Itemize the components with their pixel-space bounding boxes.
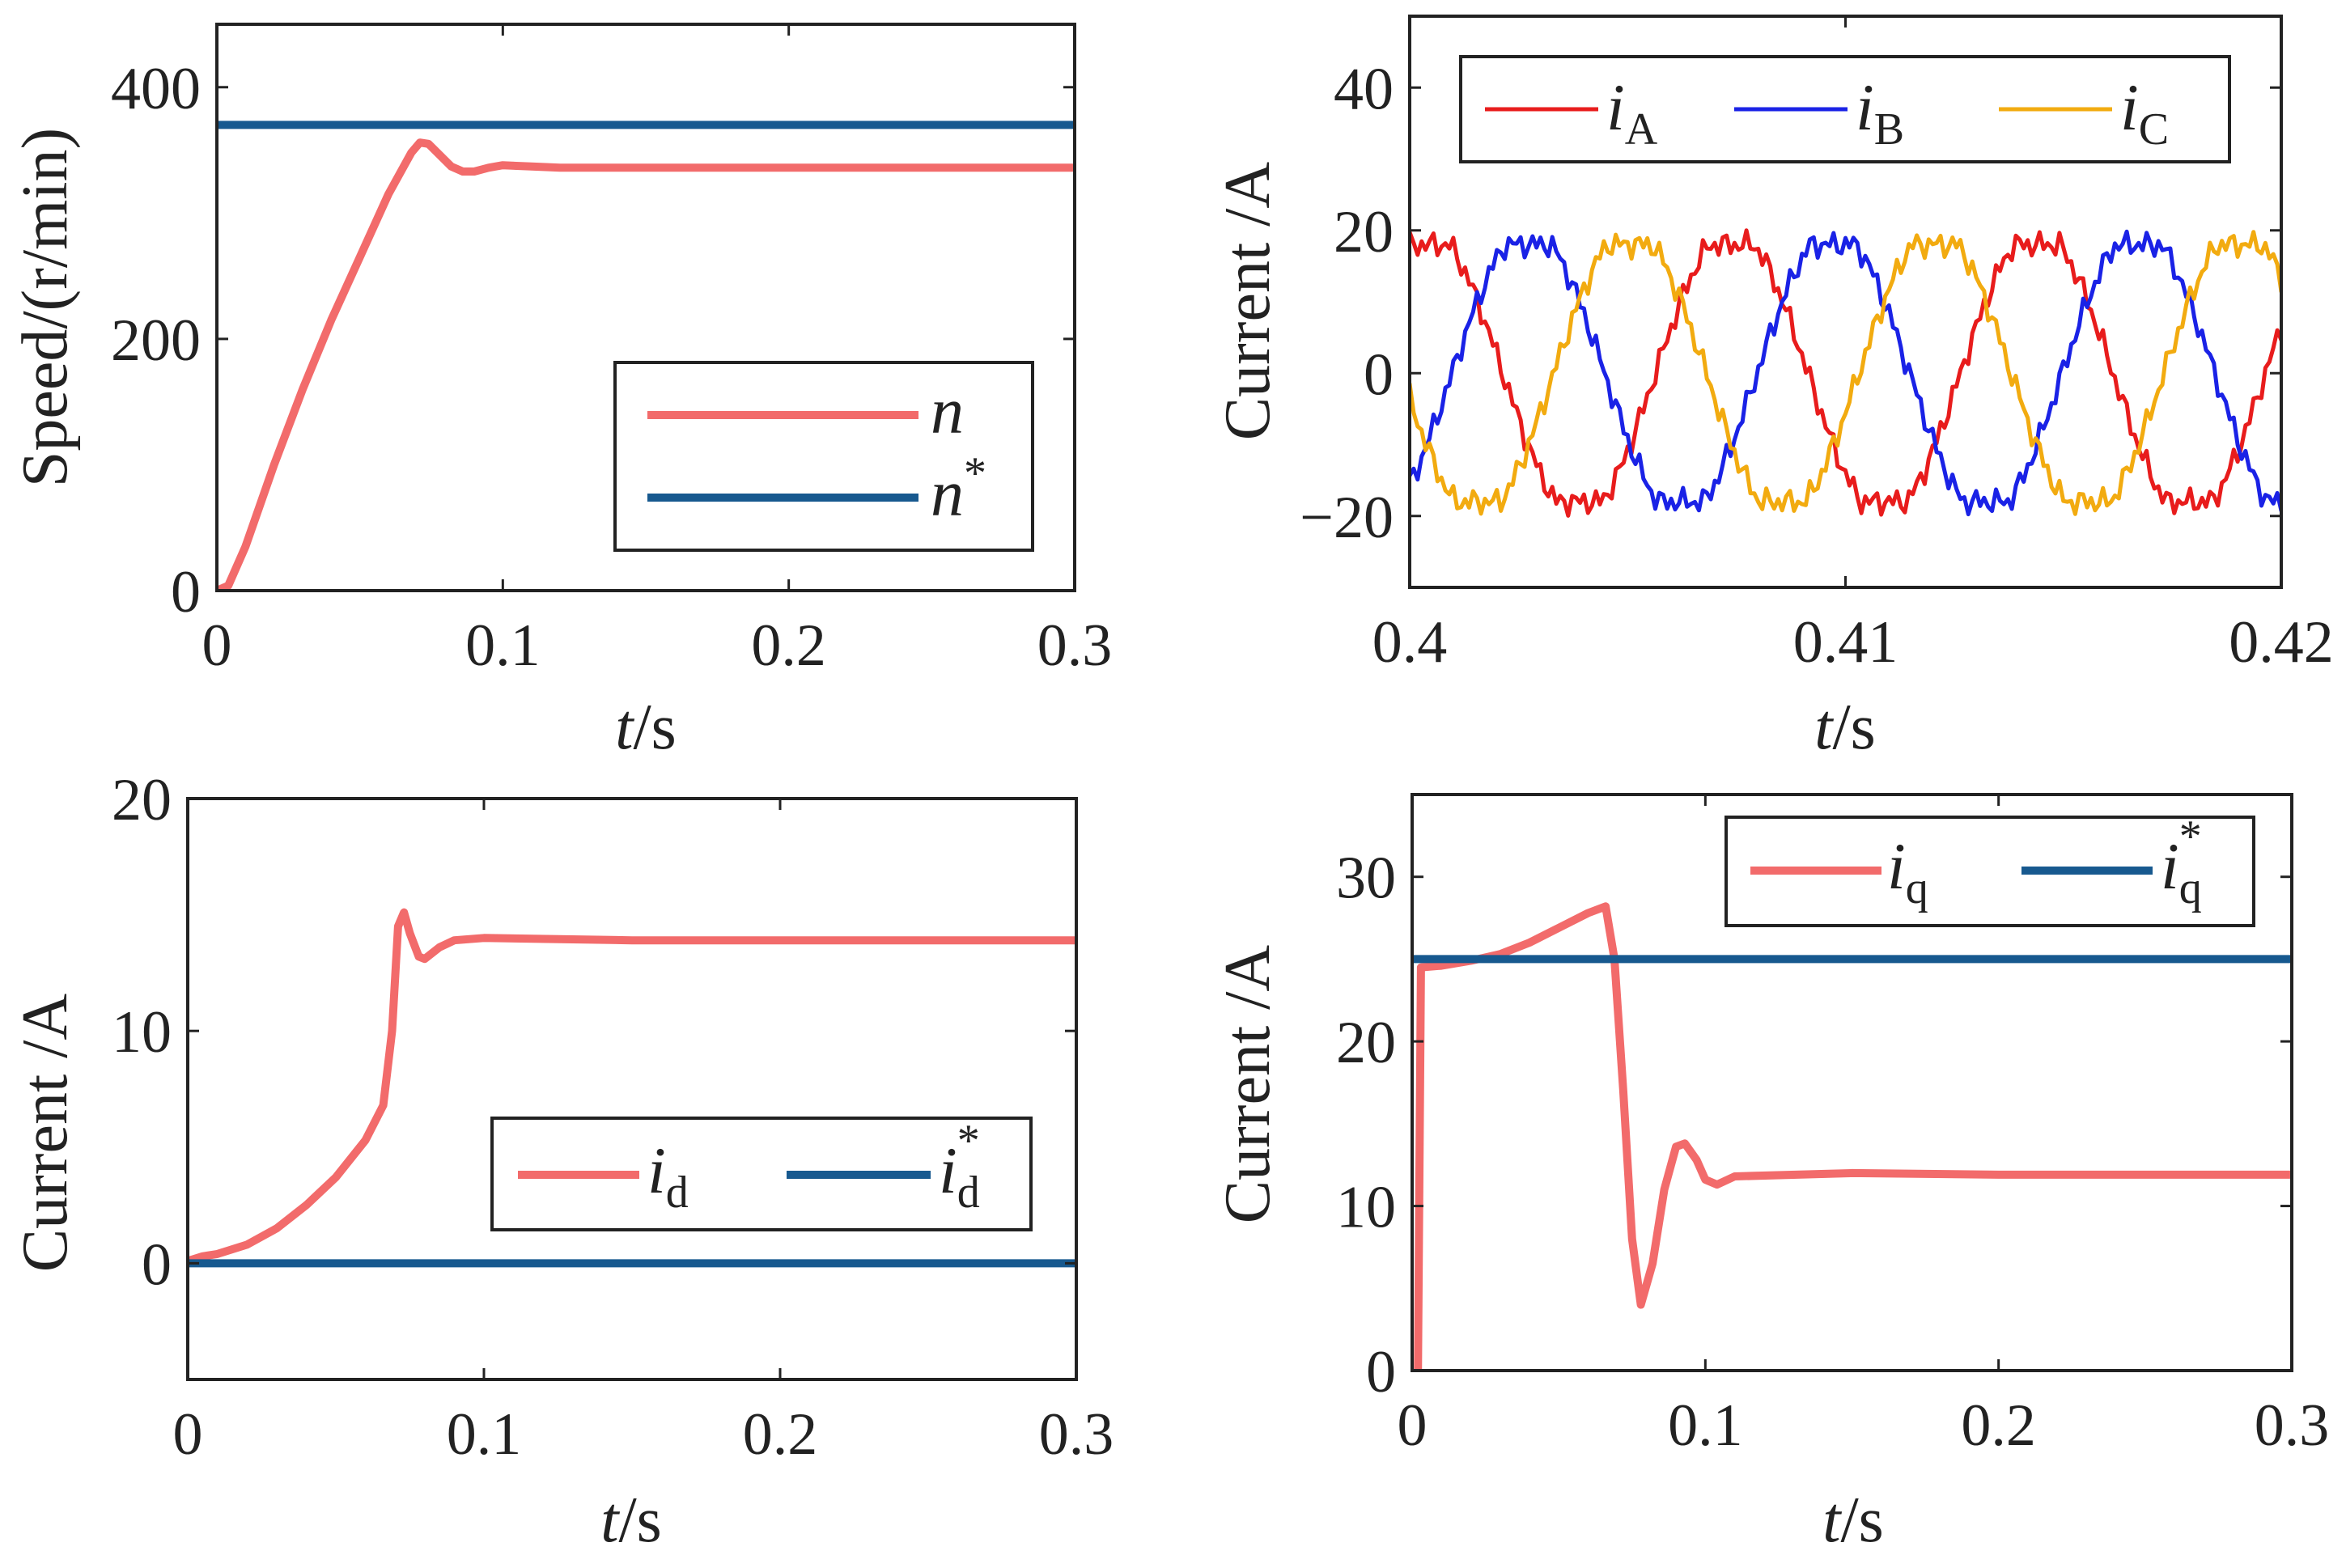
x-tick-label: 0.2: [743, 1401, 818, 1468]
x-axis-label: t/s: [1822, 1485, 1884, 1556]
plot-frame: [186, 797, 1078, 1381]
y-axis-label: Current /A: [10, 994, 81, 1273]
y-axis-label: Current /A: [1212, 945, 1283, 1224]
x-axis-label: t/s: [1814, 692, 1876, 763]
legend: iq iq*: [1725, 812, 2255, 927]
legend-label-ib: iB: [1856, 70, 1904, 155]
y-tick-label: 0: [1364, 341, 1394, 408]
legend-label-ia: iA: [1606, 70, 1658, 155]
y-axis-label: Current /A: [1212, 162, 1283, 441]
id-current-chart: 0 0.1 0.2 0.3 0 10 20 Current /A t/s id id*: [10, 767, 1114, 1556]
y-tick-label: 40: [1334, 56, 1394, 122]
legend-label-ic: iC: [2120, 70, 2169, 155]
x-tick-label: 0.3: [1039, 1401, 1114, 1468]
legend-label-id-ref: id*: [939, 1116, 980, 1218]
legend-label-iq: iq: [1887, 829, 1928, 913]
series-line-ic: [1410, 230, 2281, 516]
x-tick-label: 0.1: [465, 612, 541, 679]
x-tick-label: 0.1: [447, 1401, 522, 1468]
x-tick-label: 0.3: [2255, 1392, 2330, 1459]
legend-box: [613, 361, 1034, 552]
y-tick-label: 10: [1336, 1175, 1396, 1241]
x-tick-label: 0: [202, 612, 232, 679]
legend-label-n-ref: n*: [931, 448, 986, 530]
series-line-n: [217, 138, 1075, 591]
x-tick-label: 0.2: [1961, 1392, 2036, 1459]
y-tick-label: 10: [112, 999, 172, 1066]
y-tick-label: 400: [111, 56, 201, 122]
x-tick-label: 0: [1398, 1392, 1428, 1459]
legend: id id*: [490, 1116, 1033, 1231]
series-line-iq: [1414, 902, 2292, 1371]
y-tick-label: 0: [142, 1231, 172, 1298]
legend-label-id: id: [647, 1134, 689, 1218]
series-line-ib: [1410, 229, 2281, 517]
legend: n n*: [613, 361, 1034, 552]
y-tick-label: 0: [171, 559, 201, 625]
y-tick-label: 20: [1336, 1010, 1396, 1076]
y-tick-label: 20: [1334, 199, 1394, 265]
plot-frame: [215, 23, 1076, 592]
plot-frame: [1411, 793, 2293, 1372]
speed-chart: 0 0.1 0.2 0.3 0 200 400 Speed/(r/min) t/s n n*: [10, 23, 1113, 763]
y-tick-label: −20: [1300, 485, 1394, 551]
legend-label-iq-ref: iq*: [2161, 812, 2202, 913]
series-line-id: [188, 908, 1076, 1265]
x-axis-label: t/s: [600, 1485, 662, 1556]
x-tick-label: 0.41: [1793, 609, 1898, 676]
y-axis-label: Speed/(r/min): [10, 128, 81, 487]
x-tick-label: 0.3: [1037, 612, 1113, 679]
phase-current-chart: 0.4 0.41 0.42 −20 0 20 40 Current /A t/s iA iB…: [1212, 15, 2334, 763]
y-tick-label: 0: [1366, 1339, 1396, 1405]
x-tick-label: 0.2: [751, 612, 826, 679]
x-tick-label: 0.1: [1668, 1392, 1743, 1459]
x-tick-label: 0.42: [2229, 609, 2334, 676]
x-tick-label: 0: [173, 1401, 203, 1468]
y-tick-label: 200: [111, 307, 201, 374]
legend: iA iB iC: [1459, 55, 2231, 163]
x-tick-label: 0.4: [1372, 609, 1448, 676]
x-axis-label: t/s: [615, 692, 677, 763]
y-tick-label: 30: [1336, 845, 1396, 912]
y-tick-label: 20: [112, 767, 172, 833]
series-line-ia: [1410, 228, 2281, 518]
iq-current-chart: 0 0.1 0.2 0.3 0 10 20 30 Current /A t/s iq iq*: [1212, 793, 2330, 1556]
legend-label-n: n: [931, 374, 964, 447]
